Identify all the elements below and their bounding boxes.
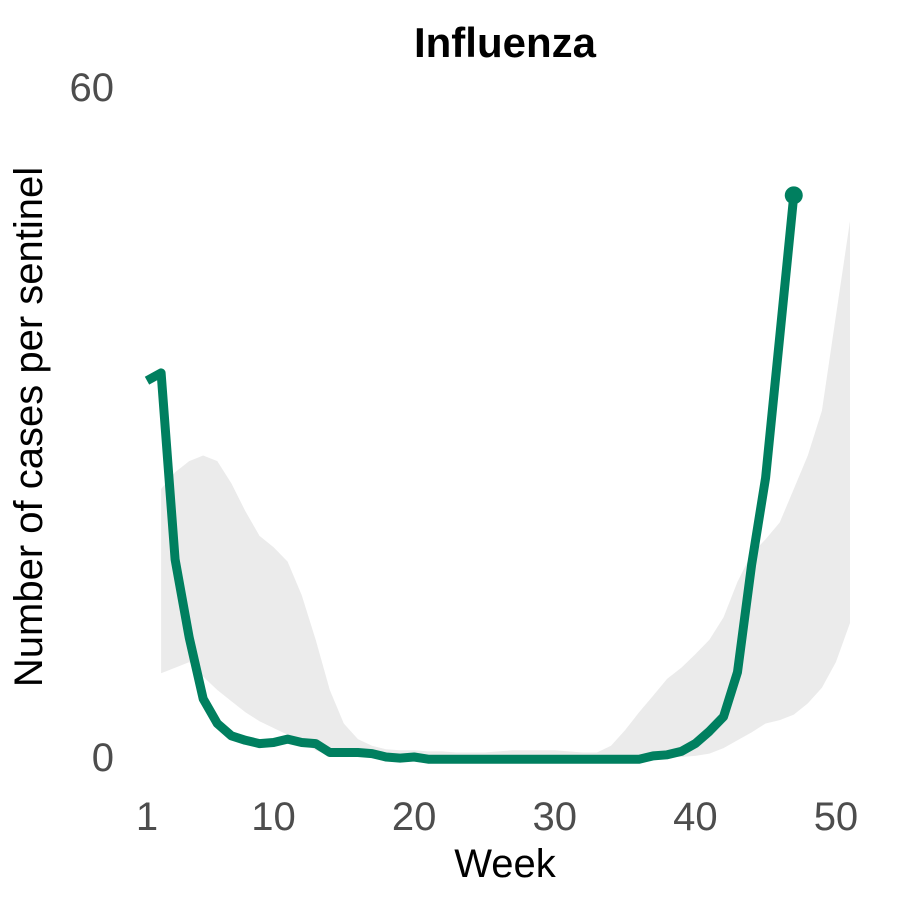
- y-axis-ticks: 0 60: [70, 66, 115, 780]
- previous-seasons-range-band: [161, 221, 851, 757]
- y-tick-label: 0: [92, 736, 114, 780]
- x-tick-label: 40: [673, 795, 718, 839]
- x-tick-label: 30: [532, 795, 577, 839]
- latest-week-marker: [784, 186, 803, 205]
- chart-title: Influenza: [414, 19, 597, 66]
- x-tick-label: 1: [136, 795, 158, 839]
- x-axis-ticks: 1 10 20 30 40 50: [136, 795, 858, 839]
- plot-area: [144, 186, 851, 764]
- x-axis-label: Week: [454, 842, 557, 886]
- x-tick-label: 10: [251, 795, 296, 839]
- x-tick-label: 20: [392, 795, 437, 839]
- y-axis-label: Number of cases per sentinel: [7, 167, 51, 687]
- x-tick-label: 50: [814, 795, 859, 839]
- y-tick-label: 60: [70, 66, 115, 110]
- current-season-line: [144, 194, 799, 764]
